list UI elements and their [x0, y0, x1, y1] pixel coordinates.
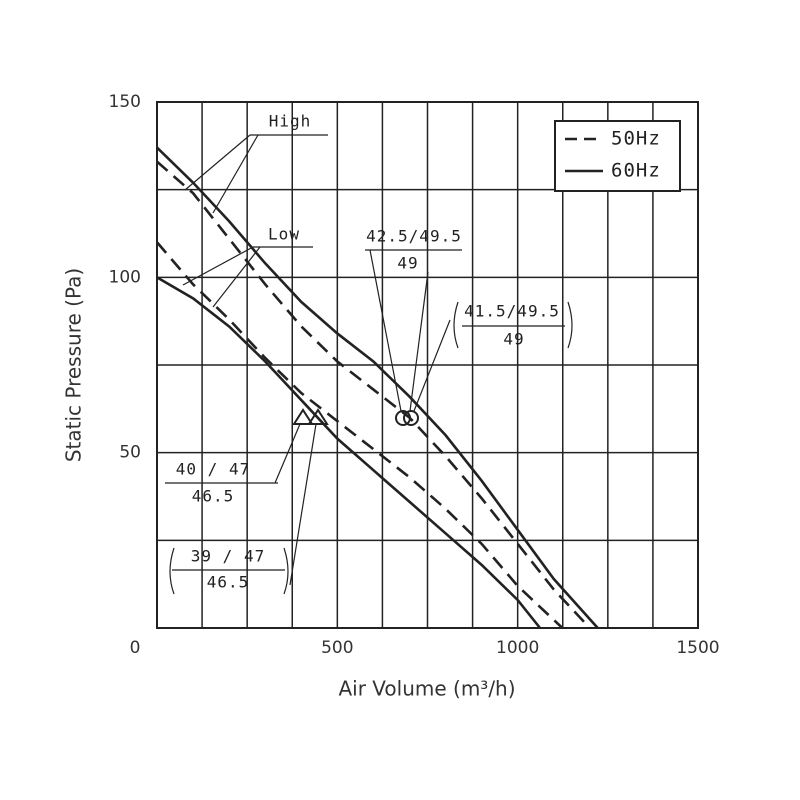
annotation: 42.5/49.5 — [366, 227, 462, 246]
legend-label: 50Hz — [611, 128, 661, 150]
annotation: 49 — [503, 330, 524, 349]
annotation-leaders — [165, 134, 573, 595]
curve — [156, 146, 599, 629]
x-axis-label: Air Volume (m³/h) — [338, 677, 515, 701]
y-axis-label: Static Pressure (Pa) — [62, 268, 86, 462]
annotation: 46.5 — [192, 487, 235, 506]
curve — [156, 241, 564, 629]
y-tick-label: 50 — [119, 443, 141, 463]
x-tick-label: 500 — [321, 638, 353, 658]
x-tick-label: 0 — [130, 638, 141, 658]
annotation: 46.5 — [207, 573, 250, 592]
x-tick-label: 1500 — [676, 638, 719, 658]
plot: 0 500 1000 1500 50 100 150 — [109, 92, 720, 658]
annotation: 49 — [397, 254, 418, 273]
x-tick-label: 1000 — [496, 638, 539, 658]
annotation: 41.5/49.5 — [464, 302, 560, 321]
annotation: 39 / 47 — [191, 547, 265, 566]
y-tick-label: 100 — [109, 267, 141, 287]
legend: 50Hz 60Hz — [554, 120, 681, 192]
curve — [156, 276, 542, 629]
annotation: 40 / 47 — [176, 460, 250, 479]
legend-label: 60Hz — [611, 160, 661, 182]
annotation: High — [269, 112, 312, 131]
legend-box — [554, 120, 681, 192]
y-tick-label: 150 — [109, 92, 141, 112]
curve — [156, 160, 591, 629]
annotation: Low — [268, 225, 300, 244]
